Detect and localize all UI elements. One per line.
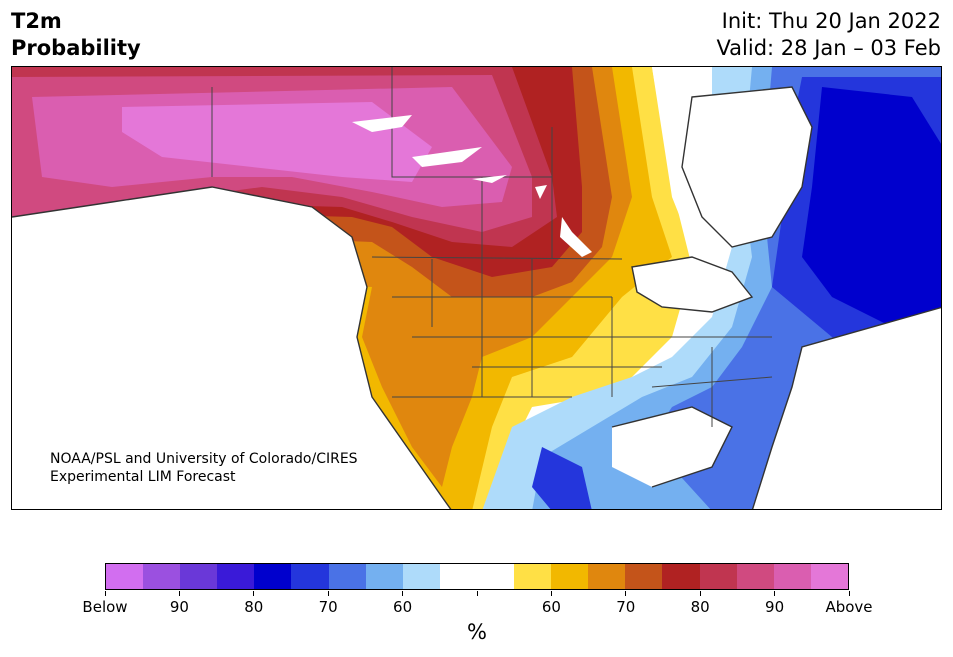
prob-band-south-blue <box>532 447 592 509</box>
title-variable: T2m <box>11 9 62 33</box>
colorbar-segment <box>588 564 626 589</box>
colorbar-segment <box>180 564 218 589</box>
colorbar-tick-label: 70 <box>616 598 636 616</box>
colorbar-tick-label: 80 <box>244 598 264 616</box>
colorbar-tick <box>476 591 478 596</box>
colorbar-tick-label: 90 <box>765 598 785 616</box>
hudson-bay <box>682 87 812 247</box>
coastlines <box>12 86 941 509</box>
colorbar-segment <box>402 564 440 589</box>
gulf-of-mexico <box>612 407 732 487</box>
colorbar-segment <box>365 564 403 589</box>
prob-band-deep-blue <box>802 87 941 327</box>
colorbar-tick <box>550 591 552 596</box>
pacific-ocean <box>12 187 451 509</box>
colorbar-tick-label: 60 <box>541 598 561 616</box>
colorbar-segment <box>551 564 589 589</box>
colorbar-tick <box>178 591 180 596</box>
colorbar-segment <box>439 564 477 589</box>
probability-colorbar <box>105 563 849 590</box>
colorbar-tick-label: 60 <box>393 598 413 616</box>
map-graphic <box>12 67 941 509</box>
political-boundaries <box>211 67 773 427</box>
title-left: T2m Probability <box>11 8 141 62</box>
title-product: Probability <box>11 36 141 60</box>
credit-line-1: NOAA/PSL and University of Colorado/CIRE… <box>50 451 358 467</box>
forecast-credit: NOAA/PSL and University of Colorado/CIRE… <box>50 450 358 486</box>
colorbar-segment <box>254 564 292 589</box>
colorbar-tick <box>625 591 627 596</box>
colorbar-segment <box>106 564 144 589</box>
colorbar-segment <box>217 564 255 589</box>
colorbar-tick <box>774 591 776 596</box>
colorbar-tick-label: 90 <box>169 598 189 616</box>
colorbar-tick-label: Above <box>825 598 873 616</box>
colorbar-segment <box>143 564 181 589</box>
prob-band-neutral <box>492 67 732 509</box>
colorbar-segment <box>514 564 552 589</box>
colorbar-segment <box>736 564 774 589</box>
great-lakes <box>632 257 752 312</box>
credit-line-2: Experimental LIM Forecast <box>50 469 236 485</box>
colorbar-segment <box>662 564 700 589</box>
colorbar-segment <box>291 564 329 589</box>
colorbar-segment <box>328 564 366 589</box>
colorbar-segment <box>773 564 811 589</box>
colorbar-tick <box>699 591 701 596</box>
colorbar-tick <box>848 591 850 596</box>
colorbar-tick <box>327 591 329 596</box>
colorbar-segment <box>810 564 848 589</box>
init-date: Init: Thu 20 Jan 2022 <box>721 9 941 33</box>
valid-range: Valid: 28 Jan – 03 Feb <box>716 36 941 60</box>
colorbar-unit: % <box>467 620 487 644</box>
colorbar-tick <box>253 591 255 596</box>
colorbar-tick-label: Below <box>82 598 128 616</box>
colorbar-tick <box>104 591 106 596</box>
colorbar-segment <box>699 564 737 589</box>
colorbar-tick <box>402 591 404 596</box>
probability-map: NOAA/PSL and University of Colorado/CIRE… <box>11 66 942 510</box>
canadian-lakes <box>352 115 592 257</box>
colorbar-segment <box>625 564 663 589</box>
title-right: Init: Thu 20 Jan 2022 Valid: 28 Jan – 03… <box>716 8 941 62</box>
colorbar-tick-label: 80 <box>690 598 710 616</box>
colorbar-segment <box>476 564 515 589</box>
colorbar-tick-label: 70 <box>318 598 338 616</box>
